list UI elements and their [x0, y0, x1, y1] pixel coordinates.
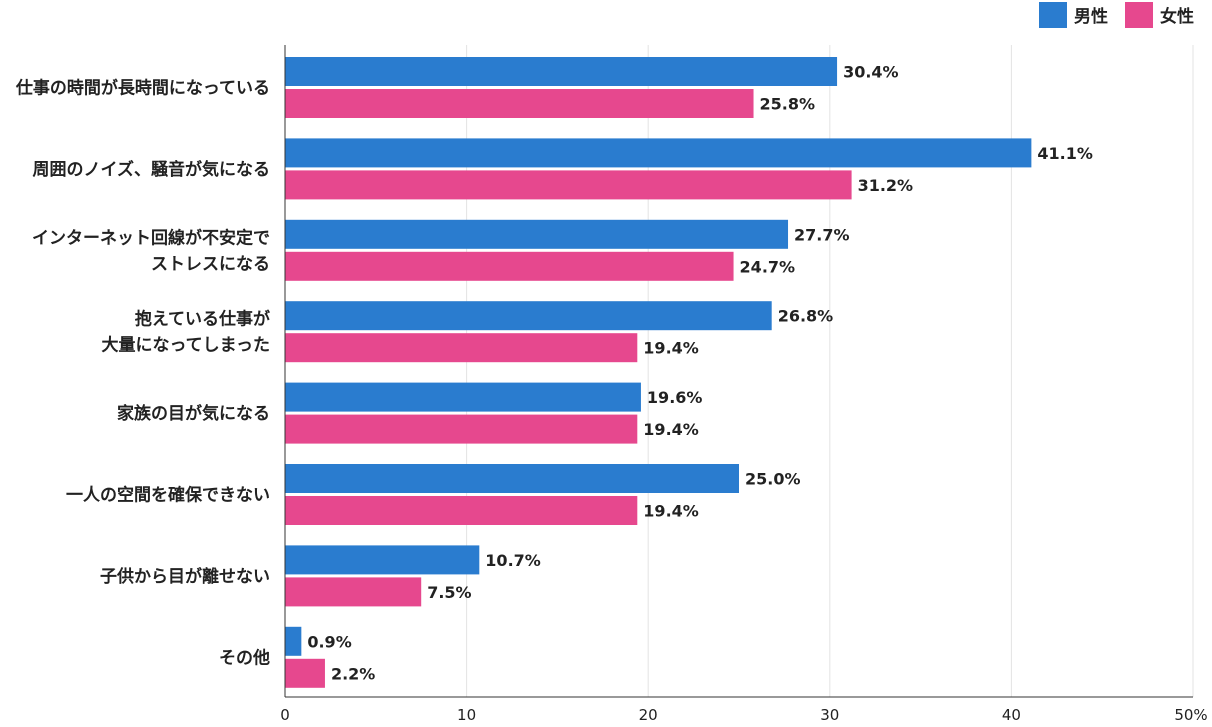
bar: [285, 626, 302, 656]
bar-value-label: 19.4%: [643, 502, 699, 521]
bar: [285, 545, 480, 575]
category-label: 仕事の時間が長時間になっている: [15, 78, 270, 99]
value-labels: 30.4% 25.8% 41.1% 31.2% 27.7% 24.7% 26.8% 19.4%…: [307, 63, 1093, 684]
legend-swatch: [1125, 2, 1153, 28]
bar-value-label: 25.8%: [760, 95, 816, 114]
x-tick-label: 20: [639, 706, 658, 724]
legend: 男性 女性: [1039, 2, 1194, 28]
bar-value-label: 27.7%: [794, 225, 850, 244]
bar: [285, 658, 325, 688]
x-tick-label: 0: [280, 706, 290, 724]
bar: [285, 414, 638, 444]
bar-value-label: 10.7%: [485, 551, 541, 570]
bar-value-label: 24.7%: [740, 257, 796, 276]
bar: [285, 577, 422, 607]
category-label: 大量になってしまった: [102, 335, 270, 356]
x-tick-label: 50%: [1174, 706, 1207, 724]
legend-swatch: [1039, 2, 1067, 28]
bar: [285, 333, 638, 363]
category-label: 周囲のノイズ、騒音が気になる: [33, 159, 271, 180]
category-labels: 仕事の時間が長時間になっている周囲のノイズ、騒音が気になるインターネット回線が不…: [15, 78, 270, 669]
bar-value-label: 2.2%: [331, 664, 375, 683]
bar: [285, 301, 772, 331]
bar: [285, 251, 734, 281]
category-label: インターネット回線が不安定で: [32, 227, 270, 248]
bar-value-label: 19.6%: [647, 388, 703, 407]
bar: [285, 496, 638, 525]
bar: [285, 170, 852, 200]
bar: [285, 89, 754, 118]
x-axis-ticks: 0 10 20 30 40 50%: [280, 706, 1207, 724]
category-label: 子供から目が離せない: [100, 566, 270, 587]
category-label: ストレスになる: [151, 254, 270, 274]
x-tick-label: 40: [1002, 706, 1021, 724]
category-label: 一人の空間を確保できない: [66, 485, 270, 506]
bar: [285, 138, 1032, 168]
category-label: 抱えている仕事が: [135, 309, 270, 330]
x-tick-label: 10: [457, 706, 476, 724]
legend-label: 男性: [1074, 6, 1108, 27]
bar-value-label: 31.2%: [858, 176, 914, 195]
x-tick-label: 30: [820, 706, 839, 724]
category-label: 家族の目が気になる: [117, 403, 270, 424]
bar: [285, 57, 838, 86]
bar: [285, 464, 739, 493]
legend-label: 女性: [1160, 6, 1194, 27]
bar: [285, 219, 789, 249]
bar-value-label: 19.4%: [643, 420, 699, 439]
bar-value-label: 0.9%: [307, 632, 351, 651]
bar-value-label: 30.4%: [843, 63, 899, 82]
bar-value-label: 7.5%: [427, 583, 471, 602]
bar-value-label: 41.1%: [1037, 144, 1093, 163]
bar-value-label: 26.8%: [778, 307, 834, 326]
bar-value-label: 19.4%: [643, 339, 699, 358]
bar: [285, 382, 641, 412]
category-label: その他: [219, 647, 270, 668]
bar-value-label: 25.0%: [745, 470, 801, 489]
bars: [285, 57, 1032, 688]
